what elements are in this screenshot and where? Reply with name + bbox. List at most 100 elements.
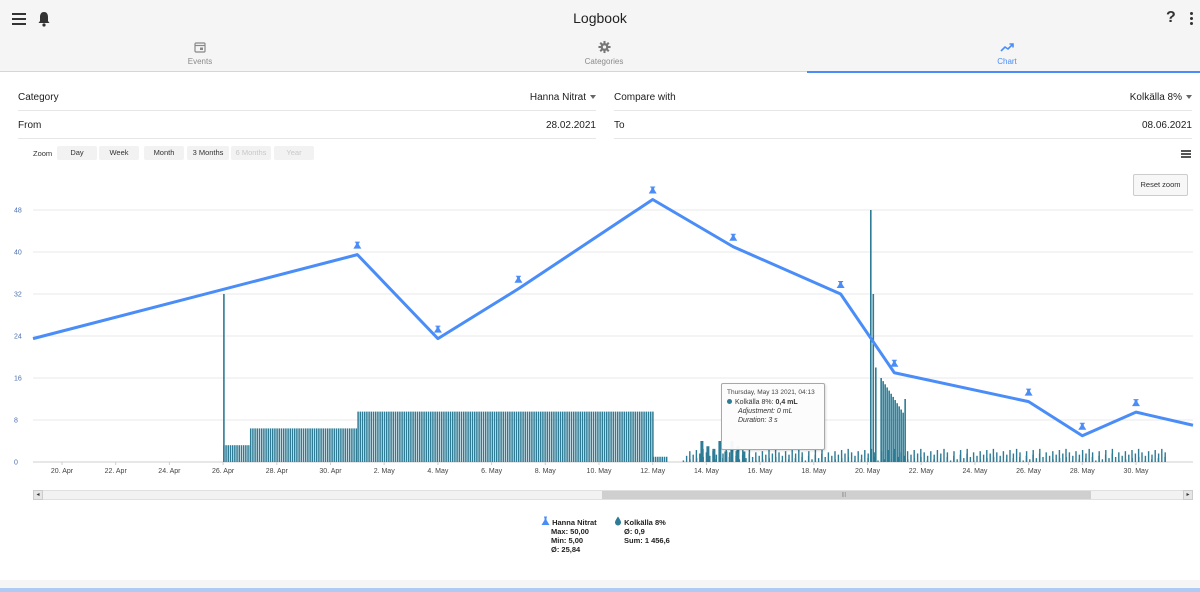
zoom-year-button[interactable]: Year — [274, 146, 314, 160]
category-select[interactable]: Hanna Nitrat — [530, 92, 596, 103]
flask-marker-icon[interactable] — [648, 186, 657, 194]
chart-menu-icon[interactable] — [1181, 150, 1191, 158]
column-bar — [561, 411, 564, 462]
legend-stat: Min: 5,00 — [551, 536, 584, 545]
help-icon[interactable]: ? — [1166, 9, 1176, 26]
column-bar — [385, 411, 388, 462]
column-bar — [1085, 453, 1087, 462]
tab-chart[interactable]: Chart — [807, 40, 1200, 73]
bell-icon[interactable] — [37, 11, 51, 27]
flask-marker-icon[interactable] — [433, 325, 442, 333]
column-bar — [880, 378, 882, 462]
zoom-day-button[interactable]: Day — [57, 146, 97, 160]
column-bar — [546, 411, 549, 462]
x-tick-label: 18. May — [801, 468, 826, 475]
column-bar — [581, 411, 584, 462]
tab-events[interactable]: Events — [0, 40, 400, 72]
tooltip-adjustment: Adjustment: 0 mL — [738, 408, 793, 415]
flask-marker-icon[interactable] — [836, 281, 845, 288]
legend-item-kolkalla[interactable]: Kolkälla 8% Ø: 0,9 Sum: 1 456,6 — [614, 516, 670, 545]
column-bar — [943, 448, 945, 462]
compare-row[interactable]: Compare with Kolkälla 8% — [614, 83, 1192, 111]
navigator-scrollbar[interactable]: ◂ ||| ▸ — [33, 490, 1193, 500]
column-bar — [1058, 458, 1061, 462]
flask-marker-icon[interactable] — [1132, 399, 1140, 407]
column-bar — [533, 411, 535, 462]
column-bar — [1138, 456, 1140, 462]
column-bar — [778, 452, 780, 462]
column-bar — [735, 451, 737, 462]
column-bar — [1111, 448, 1114, 462]
zoom-3-months-button[interactable]: 3 Months — [187, 146, 229, 160]
column-bar — [966, 448, 968, 462]
column-bar — [440, 411, 443, 462]
to-date[interactable]: 08.06.2021 — [1141, 120, 1192, 131]
category-value: Hanna Nitrat — [529, 92, 586, 103]
category-row[interactable]: Category Hanna Nitrat — [18, 83, 596, 111]
more-options-icon[interactable] — [1190, 12, 1194, 26]
column-bar — [1134, 453, 1137, 462]
legend-item-hanna-nitrat[interactable]: Hanna Nitrat Max: 50,00 Min: 5,00 Ø: 25,… — [541, 516, 597, 554]
column-bar — [831, 455, 833, 462]
column-bar — [231, 445, 234, 462]
column-bar — [1121, 455, 1123, 462]
column-bar — [451, 411, 454, 462]
column-bar — [502, 411, 505, 462]
scrollbar-thumb[interactable]: ||| — [602, 491, 1091, 499]
column-bar — [814, 450, 817, 462]
zoom-6-months-button[interactable]: 6 Months — [231, 146, 271, 160]
zoom-month-button[interactable]: Month — [144, 146, 184, 160]
column-bar — [623, 411, 626, 462]
column-bar — [700, 441, 704, 462]
flask-marker-icon[interactable] — [890, 359, 899, 367]
scroll-right-icon[interactable]: ▸ — [1183, 490, 1193, 500]
tab-categories[interactable]: Categories — [404, 40, 804, 72]
flask-marker-icon[interactable] — [353, 241, 362, 249]
column-bar — [238, 445, 240, 462]
column-bar — [730, 441, 734, 462]
column-bar — [489, 411, 491, 462]
x-tick-label: 28. Apr — [266, 468, 289, 475]
x-tick-label: 16. May — [748, 468, 773, 475]
column-bar — [537, 411, 540, 462]
flask-marker-icon[interactable] — [729, 233, 738, 241]
scroll-left-icon[interactable]: ◂ — [33, 490, 43, 500]
column-bar — [473, 411, 476, 462]
column-bar — [333, 428, 336, 462]
reset-zoom-button[interactable]: Reset zoom — [1133, 174, 1188, 196]
column-bar — [718, 441, 722, 462]
flask-marker-icon[interactable] — [1078, 422, 1087, 430]
column-bar — [263, 428, 265, 462]
column-bar — [410, 411, 412, 462]
from-row[interactable]: From 28.02.2021 — [18, 111, 596, 139]
to-row[interactable]: To 08.06.2021 — [614, 111, 1192, 139]
column-bar — [892, 396, 894, 462]
column-bar — [403, 411, 406, 462]
compare-label: Compare with — [614, 92, 676, 103]
column-bar — [242, 445, 245, 462]
column-bar — [421, 411, 423, 462]
column-bar — [1098, 451, 1100, 462]
column-bar — [557, 411, 560, 462]
compare-select[interactable]: Kolkälla 8% — [1130, 92, 1192, 103]
column-bar — [1108, 458, 1110, 462]
column-bar — [249, 428, 252, 462]
column-bar — [282, 428, 285, 462]
column-bar — [553, 411, 555, 462]
hamburger-menu-icon[interactable] — [12, 13, 26, 25]
column-bar — [427, 411, 430, 462]
column-bar — [383, 411, 386, 462]
column-bar — [1045, 452, 1047, 462]
column-bar — [1048, 455, 1051, 462]
flask-marker-icon[interactable] — [1024, 388, 1033, 396]
from-date[interactable]: 28.02.2021 — [545, 120, 596, 131]
column-bar — [821, 448, 823, 462]
chevron-down-icon — [590, 95, 596, 100]
zoom-week-button[interactable]: Week — [99, 146, 139, 160]
flask-marker-icon[interactable] — [514, 275, 523, 283]
column-bar — [724, 451, 728, 462]
column-bar — [601, 411, 604, 462]
column-bar — [761, 459, 764, 462]
column-bar — [559, 411, 562, 462]
x-tick-label: 24. May — [962, 468, 987, 475]
